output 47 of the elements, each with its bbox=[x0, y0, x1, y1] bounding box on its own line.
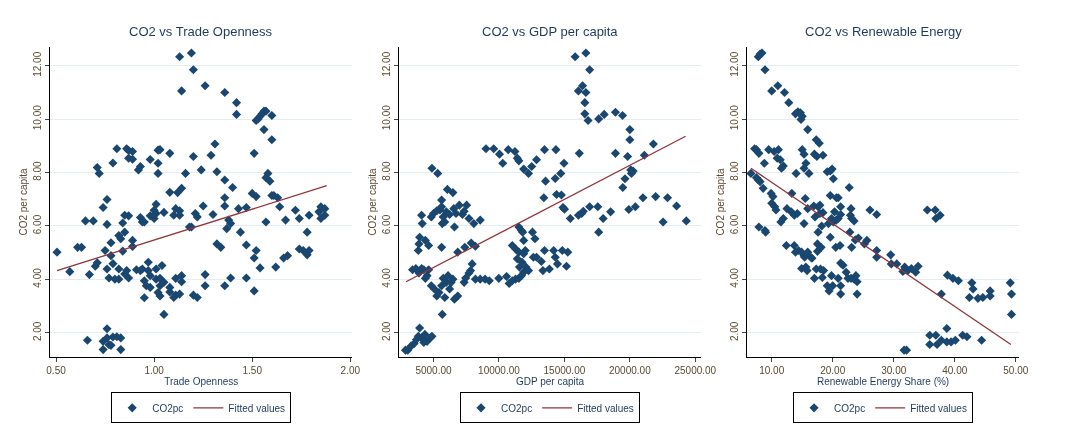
x-tick-label: 0.50 bbox=[46, 364, 67, 376]
chart-title: CO2 vs Trade Openness bbox=[129, 24, 273, 39]
legend-label: Fitted values bbox=[577, 402, 634, 414]
y-tick-label: 8.00 bbox=[381, 160, 393, 181]
x-tick-label: 10000.00 bbox=[478, 364, 521, 376]
chart-title: CO2 vs GDP per capita bbox=[482, 24, 619, 39]
y-tick-label: 2.00 bbox=[381, 321, 393, 342]
x-axis-title: Renewable Energy Share (%) bbox=[816, 375, 950, 387]
legend-label: CO2pc bbox=[501, 402, 533, 414]
y-tick-label: 10.00 bbox=[32, 104, 44, 131]
y-tick-label: 2.00 bbox=[32, 321, 44, 342]
y-axis-title: CO2 per capita bbox=[367, 167, 379, 236]
y-tick-label: 2.00 bbox=[728, 321, 740, 342]
y-tick-label: 4.00 bbox=[32, 267, 44, 288]
legend-label: Fitted values bbox=[910, 402, 967, 414]
x-tick-label: 20.00 bbox=[820, 364, 846, 376]
x-tick-label: 2.00 bbox=[340, 364, 361, 376]
x-axis-title: Trade Openness bbox=[164, 375, 239, 387]
x-tick-label: 1.00 bbox=[144, 364, 165, 376]
x-tick-label: 30.00 bbox=[881, 364, 907, 376]
y-tick-label: 6.00 bbox=[381, 214, 393, 235]
y-axis-title: CO2 per capita bbox=[714, 167, 726, 236]
y-tick-label: 8.00 bbox=[728, 160, 740, 181]
y-tick-label: 12.00 bbox=[32, 51, 44, 77]
x-tick-label: 50.00 bbox=[1003, 364, 1029, 376]
x-tick-label: 1.50 bbox=[242, 364, 263, 376]
y-tick-label: 12.00 bbox=[728, 51, 740, 77]
y-tick-label: 4.00 bbox=[728, 267, 740, 288]
x-tick-label: 25000.00 bbox=[674, 364, 717, 376]
chart-title: CO2 vs Renewable Energy bbox=[805, 24, 963, 39]
y-tick-label: 10.00 bbox=[728, 104, 740, 131]
y-tick-label: 8.00 bbox=[32, 160, 44, 181]
legend-label: CO2pc bbox=[834, 402, 866, 414]
y-axis-title: CO2 per capita bbox=[18, 167, 30, 236]
y-tick-label: 6.00 bbox=[32, 214, 44, 235]
y-tick-label: 10.00 bbox=[381, 104, 393, 131]
y-tick-label: 6.00 bbox=[728, 214, 740, 235]
x-tick-label: 10.00 bbox=[759, 364, 785, 376]
x-tick-label: 5000.00 bbox=[415, 364, 453, 376]
x-tick-label: 20000.00 bbox=[608, 364, 652, 376]
x-tick-label: 40.00 bbox=[942, 364, 968, 376]
x-axis-title: GDP per capita bbox=[515, 375, 585, 387]
y-tick-label: 12.00 bbox=[381, 51, 393, 77]
y-tick-label: 4.00 bbox=[381, 267, 393, 288]
legend-label: CO2pc bbox=[152, 402, 184, 414]
x-tick-label: 15000.00 bbox=[543, 364, 586, 376]
legend-label: Fitted values bbox=[228, 402, 286, 414]
